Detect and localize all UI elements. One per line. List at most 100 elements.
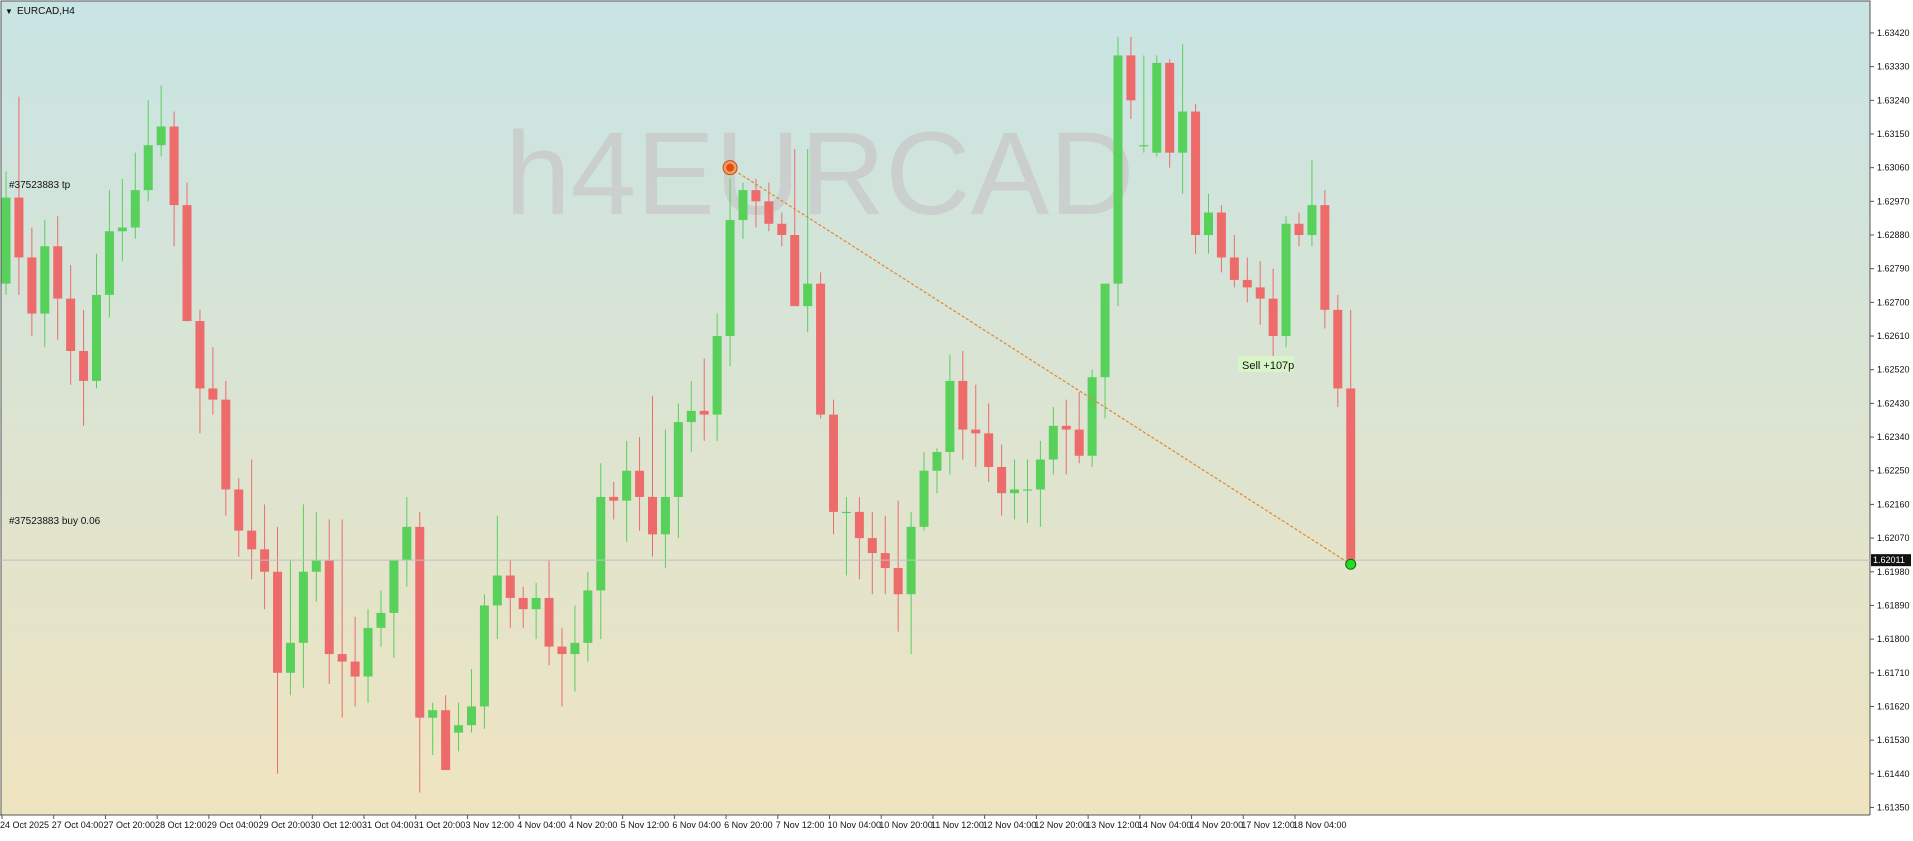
- candle: [104, 190, 114, 318]
- candle-body: [790, 235, 800, 307]
- candle: [79, 309, 89, 426]
- candle-body: [505, 575, 515, 598]
- candle: [893, 500, 903, 632]
- candle: [1048, 407, 1058, 475]
- candle: [1152, 55, 1162, 157]
- candle: [699, 358, 709, 441]
- candle: [971, 384, 981, 467]
- candle-body: [402, 526, 412, 561]
- candle: [66, 264, 76, 385]
- candle: [441, 695, 451, 771]
- candle-body: [182, 205, 192, 322]
- candle: [777, 212, 787, 247]
- candle-body: [841, 511, 851, 514]
- time-tick-label: 10 Nov 20:00: [879, 820, 933, 830]
- candle: [841, 496, 851, 576]
- candle: [764, 182, 774, 232]
- candle-body: [829, 414, 839, 512]
- candle: [389, 560, 399, 658]
- time-tick-label: 28 Oct 12:00: [155, 820, 207, 830]
- candle: [932, 448, 942, 494]
- chevron-down-icon[interactable]: ▼: [5, 7, 13, 16]
- candle: [1074, 392, 1084, 464]
- price-axis: 1.63420 1.63330 1.63240 1.63150 1.63060 1.629…: [1870, 28, 1910, 812]
- candle: [479, 594, 489, 729]
- candle-body: [1268, 298, 1278, 337]
- price-tick-label: 1.63060: [1877, 163, 1910, 173]
- candle-body: [1216, 212, 1226, 258]
- candle: [1165, 59, 1175, 168]
- candle-body: [247, 530, 257, 550]
- candle-body: [1126, 55, 1136, 101]
- candle-body: [660, 496, 670, 535]
- candle: [544, 560, 554, 666]
- price-tick-label: 1.62070: [1877, 533, 1910, 543]
- candle-body: [816, 283, 826, 415]
- entry-marker[interactable]: [722, 160, 738, 176]
- candle-body: [53, 246, 63, 299]
- price-tick-label: 1.61620: [1877, 701, 1910, 711]
- candle: [570, 605, 580, 692]
- candle: [829, 399, 839, 535]
- candle-body: [1178, 111, 1188, 153]
- time-tick-label: 7 Nov 12:00: [776, 820, 825, 830]
- current-price-value: 1.62011: [1873, 555, 1905, 565]
- candle: [27, 227, 37, 337]
- candle-body: [337, 654, 347, 662]
- candle: [945, 354, 955, 475]
- candle: [725, 178, 735, 366]
- candle-body: [1152, 62, 1162, 153]
- symbol-title[interactable]: ▼ EURCAD,H4: [5, 6, 75, 17]
- time-tick-label: 12 Nov 20:00: [1034, 820, 1088, 830]
- candle-body: [441, 710, 451, 771]
- price-tick-label: 1.63150: [1877, 129, 1910, 139]
- price-tick-label: 1.61980: [1877, 567, 1910, 577]
- candle: [751, 178, 761, 228]
- time-tick-label: 3 Nov 12:00: [465, 820, 514, 830]
- candle: [583, 571, 593, 662]
- price-tick-label: 1.62970: [1877, 196, 1910, 206]
- candle: [1, 171, 11, 295]
- candle-body: [1074, 429, 1084, 456]
- candle-body: [1191, 111, 1201, 236]
- candle: [997, 444, 1007, 516]
- time-tick-label: 30 Oct 12:00: [310, 820, 362, 830]
- candle-body: [997, 466, 1007, 494]
- candle-body: [635, 470, 645, 497]
- candle-body: [1333, 309, 1343, 389]
- candle-body: [298, 571, 308, 643]
- trade-line: [729, 167, 1352, 565]
- candle-body: [1320, 205, 1330, 310]
- time-tick-label: 29 Oct 20:00: [259, 820, 311, 830]
- candle: [1216, 205, 1226, 273]
- time-tick-label: 17 Nov 12:00: [1241, 820, 1295, 830]
- price-axis-panel: [1870, 1, 1912, 815]
- time-tick-label: 6 Nov 04:00: [672, 820, 721, 830]
- candle: [1035, 440, 1045, 527]
- candle-body: [14, 197, 24, 258]
- current-price-badge: 1.62011: [1871, 554, 1911, 567]
- candle-body: [1255, 287, 1265, 299]
- time-tick-label: 27 Oct 20:00: [103, 820, 155, 830]
- candle-body: [531, 597, 541, 610]
- candle-body: [1087, 377, 1097, 456]
- candle-body: [958, 380, 968, 430]
- candle: [984, 403, 994, 482]
- candle: [816, 272, 826, 419]
- candle-body: [169, 126, 179, 206]
- candle-body: [518, 597, 528, 610]
- price-tick-label: 1.62880: [1877, 230, 1910, 240]
- candle-body: [208, 388, 218, 400]
- candle-body: [699, 410, 709, 415]
- candle: [221, 380, 231, 516]
- candle-body: [285, 642, 295, 673]
- time-tick-label: 13 Nov 12:00: [1086, 820, 1140, 830]
- candle: [1113, 36, 1123, 307]
- candle: [428, 702, 438, 756]
- current-price-badge-bg: [1871, 554, 1911, 567]
- exit-point-icon[interactable]: [1345, 558, 1357, 570]
- candle-body: [1022, 489, 1032, 491]
- candle: [712, 313, 722, 441]
- candle: [337, 519, 347, 718]
